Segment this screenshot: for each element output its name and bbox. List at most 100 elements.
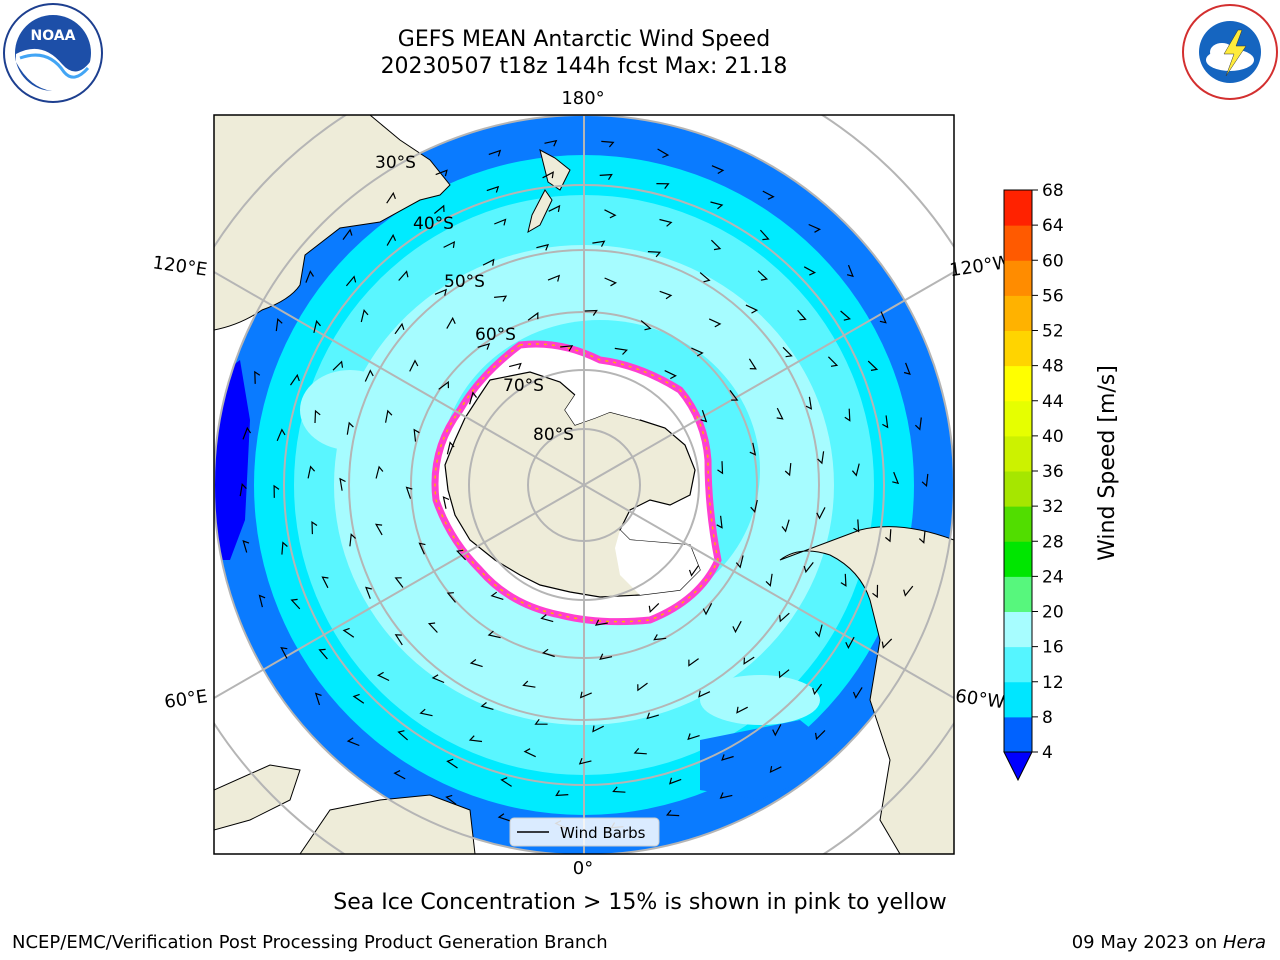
sea-ice-note: Sea Ice Concentration > 15% is shown in …: [333, 890, 947, 915]
wind-barb: [659, 290, 673, 300]
wind-barb: [438, 380, 449, 390]
weddell-ice-shelf: [615, 530, 700, 595]
lat-label-30s: 30°S: [375, 153, 416, 173]
lon-label-60e: 60°E: [163, 686, 209, 713]
wind-barb: [578, 757, 592, 765]
wind-barb: [735, 555, 744, 569]
colorbar-swatch: [1004, 611, 1032, 648]
wind-barb: [918, 530, 926, 544]
footer-date-text: 09 May 2023 on: [1071, 932, 1223, 953]
wind-barb: [254, 370, 261, 384]
wind-barb: [594, 619, 608, 626]
wind-barb: [443, 240, 456, 248]
wind-barb: [239, 483, 247, 497]
wind-barb: [307, 465, 316, 479]
wind-barb: [779, 612, 790, 623]
legend-label: Wind Barbs: [560, 824, 646, 842]
wind-barb: [494, 295, 508, 302]
colorbar-tick-label: 4: [1042, 743, 1053, 763]
wind-barb: [872, 584, 879, 599]
wind-barb: [527, 311, 539, 321]
wind-barb: [523, 748, 536, 758]
wind-barb: [497, 813, 511, 822]
wind-barb: [604, 209, 617, 219]
wind-barb: [637, 682, 648, 692]
colorbar-swatch: [1004, 576, 1032, 612]
colorbar-swatch: [1004, 295, 1032, 331]
wind-barb: [691, 347, 704, 357]
wind-barb: [560, 345, 574, 352]
wind-barb: [708, 318, 722, 328]
wind-barb: [601, 140, 615, 148]
wind-barb: [664, 370, 677, 380]
wind-barb: [797, 309, 807, 321]
wind-barb: [375, 465, 384, 479]
wind-barb: [435, 169, 448, 177]
wind-barb: [711, 165, 725, 175]
colorbar-swatch: [1004, 190, 1032, 226]
wind-barb: [409, 359, 419, 372]
lon-label-180: 180°: [561, 88, 604, 109]
wind-barb: [781, 519, 790, 533]
wind-barb: [782, 346, 793, 358]
wind-barb: [394, 577, 404, 588]
longitude-grid: [214, 115, 954, 854]
wind-barb: [342, 228, 353, 240]
wind-barb: [640, 320, 652, 331]
wind-barb: [469, 391, 478, 405]
wind-barb: [542, 648, 555, 658]
wind-barb: [867, 360, 879, 371]
colorbar-tick-label: 60: [1042, 251, 1064, 271]
wind-barb: [584, 309, 598, 316]
wind-barb: [614, 347, 628, 355]
wind-barb: [759, 229, 770, 241]
wind-barb: [418, 542, 426, 555]
wind-barb: [803, 266, 817, 276]
colorbar-swatch: [1004, 330, 1032, 367]
wind-barb: [702, 603, 713, 616]
wind-barb: [486, 185, 500, 193]
wind-barb: [885, 529, 892, 543]
wind-barb: [540, 614, 554, 623]
wind-barb: [500, 777, 512, 787]
wind-barb: [275, 317, 283, 332]
wind-barb: [710, 239, 722, 251]
wind-barb: [748, 358, 757, 370]
wind-barb: [313, 319, 321, 334]
wind-barb: [579, 691, 592, 699]
wind-barb: [446, 592, 456, 603]
colorbar-swatch: [1004, 541, 1032, 577]
wind-barb: [772, 724, 782, 737]
wind-barb: [345, 275, 357, 287]
wind-barb: [903, 585, 914, 597]
wind-barb: [547, 274, 561, 282]
wind-barb: [442, 496, 450, 509]
wind-barb: [398, 270, 409, 281]
wind-barb: [604, 277, 618, 287]
wind-barb: [750, 499, 758, 513]
wind-barb: [732, 620, 742, 634]
wind-barb: [509, 362, 522, 370]
wind-barb: [446, 758, 458, 769]
noaa-logo-text: NOAA: [31, 28, 76, 44]
wind-barb: [281, 541, 288, 555]
colorbar-tick-label: 28: [1042, 532, 1064, 552]
wind-barb: [314, 692, 322, 706]
wind-barb: [612, 786, 626, 793]
pacific-corner-land: [840, 115, 954, 230]
wind-barb: [803, 562, 814, 574]
colorbar-tick-label: 36: [1042, 462, 1064, 482]
wind-barb: [445, 794, 457, 805]
wind-barb: [769, 765, 782, 774]
wind-barb: [765, 573, 773, 587]
wind-barb: [318, 648, 328, 660]
wind-barb: [881, 638, 893, 649]
colorbar-tick-label: 68: [1042, 181, 1064, 201]
wind-barb: [816, 507, 826, 520]
wind-barb: [669, 777, 682, 785]
wind-barb: [745, 304, 759, 314]
wind-barb: [477, 342, 491, 350]
wind-barb: [648, 602, 660, 614]
wind-barb: [817, 451, 825, 465]
